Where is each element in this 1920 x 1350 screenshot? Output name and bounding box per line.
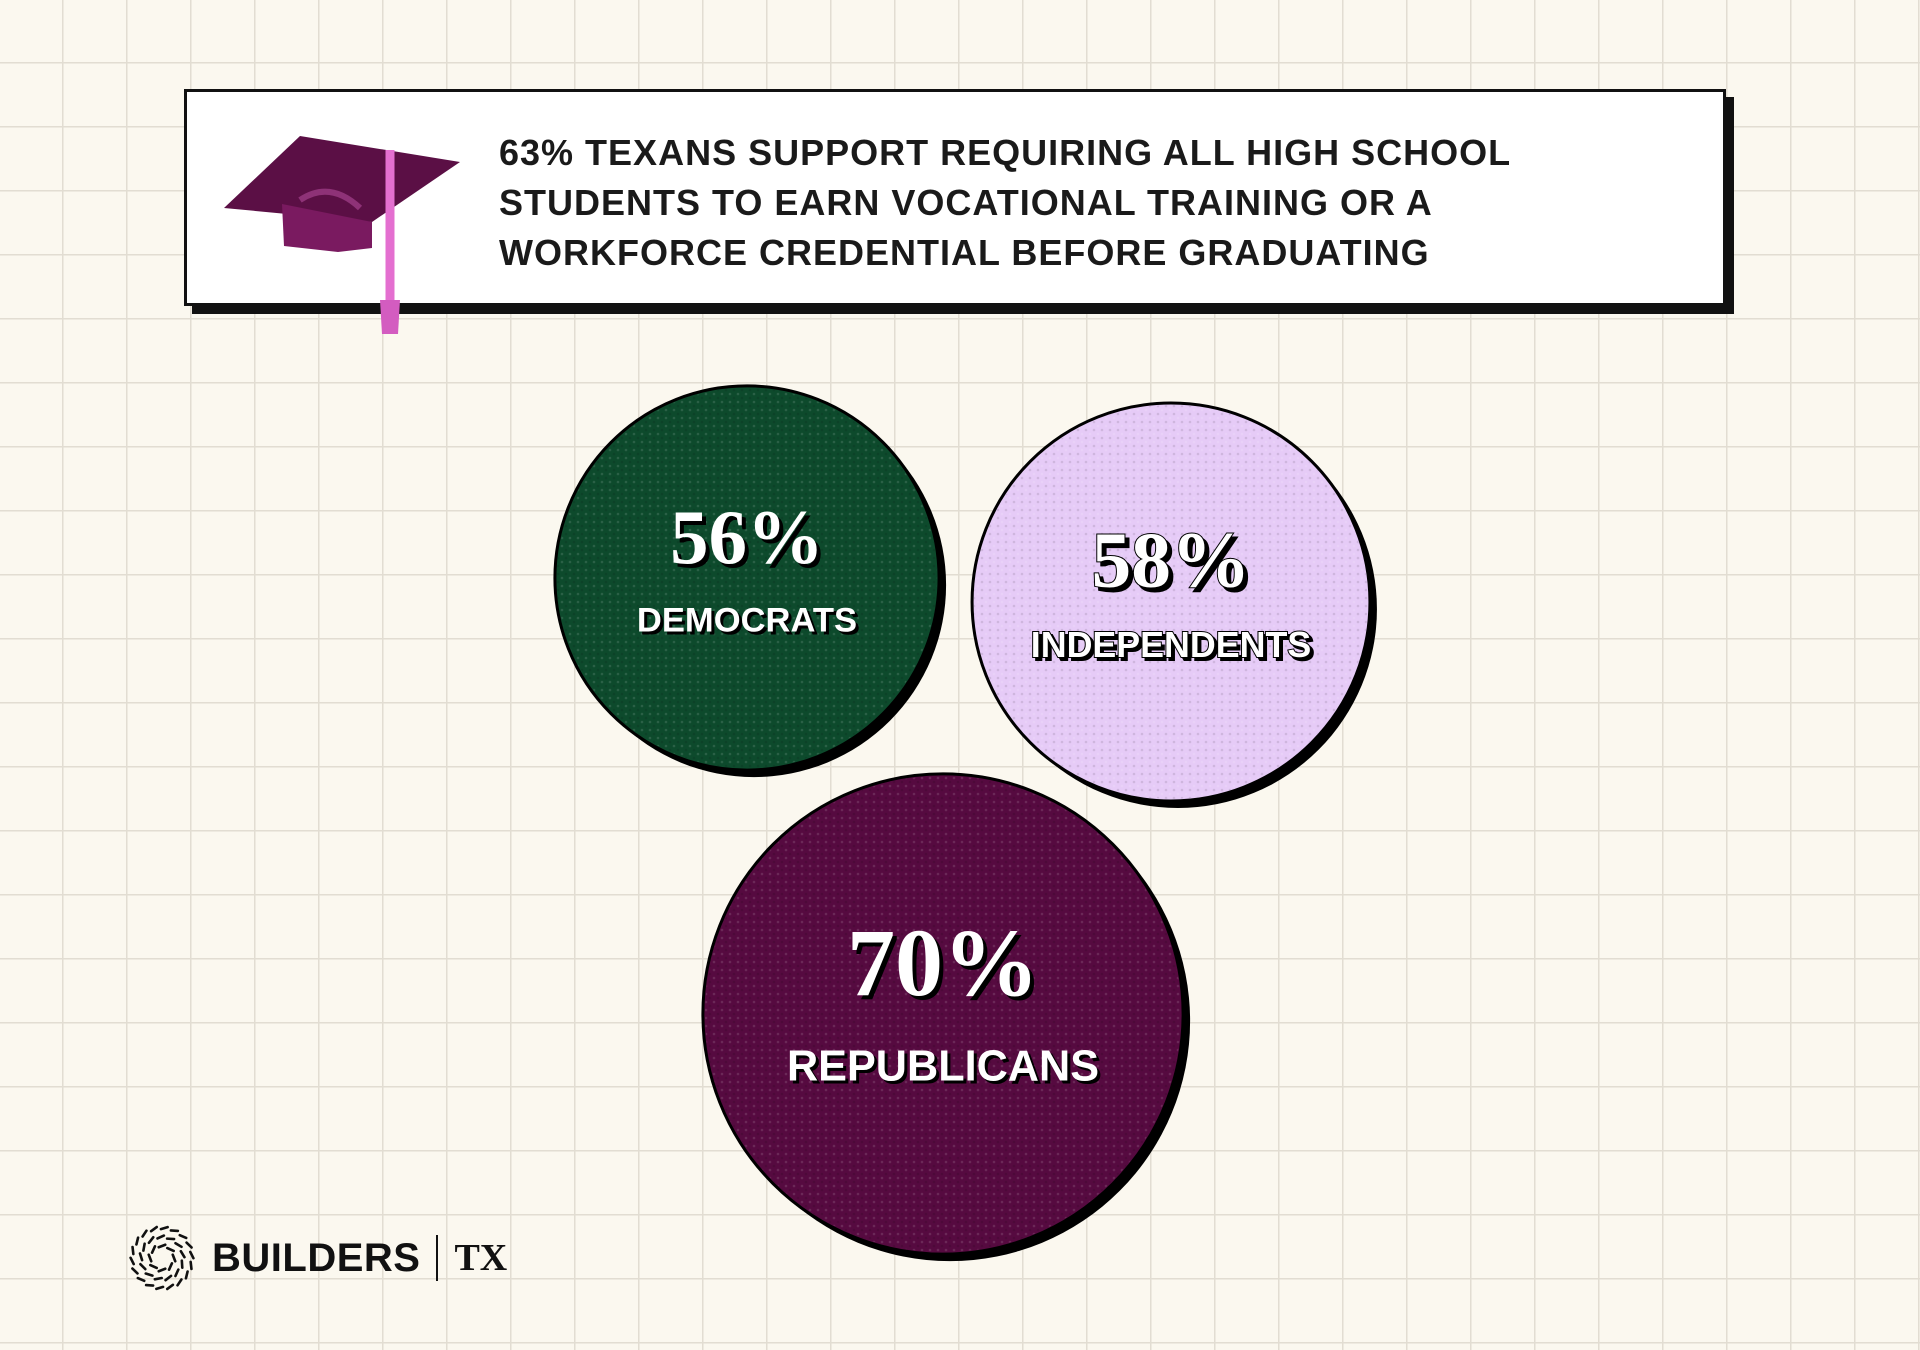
logo-dash [150, 1245, 157, 1255]
chart-title: 63% TEXANS SUPPORT REQUIRING ALL HIGH SC… [499, 132, 1511, 273]
logo-dash [153, 1276, 163, 1281]
logo-dash [149, 1263, 159, 1270]
logo-dash [147, 1235, 155, 1245]
logo-dash [129, 1256, 136, 1266]
logo-dash [164, 1274, 173, 1282]
category-label: DEMOCRATS [637, 601, 857, 639]
logo-dash [157, 1243, 167, 1249]
logo-dash [165, 1283, 175, 1291]
bubble-texture [704, 775, 1182, 1253]
logo-dash [176, 1278, 183, 1287]
bubble-texture [556, 387, 938, 769]
logo-dash [188, 1250, 195, 1260]
brand-separator [436, 1235, 439, 1281]
logo-dash [184, 1270, 189, 1280]
logo-dash [165, 1246, 175, 1253]
value-label: 70% [847, 909, 1039, 1016]
brand-name: BUILDERS [212, 1235, 421, 1280]
category-label: INDEPENDENTS [1031, 625, 1311, 665]
title-box: 63% TEXANS SUPPORT REQUIRING ALL HIGH SC… [184, 89, 1726, 306]
brand: BUILDERS TX [128, 1225, 508, 1291]
logo-dash [189, 1260, 193, 1271]
category-label: REPUBLICANS [787, 1043, 1099, 1091]
logo-dash [167, 1261, 174, 1271]
logo-dash [155, 1285, 165, 1291]
logo-dash [179, 1249, 186, 1259]
logo-dash [174, 1241, 183, 1249]
logo-dash [147, 1253, 153, 1263]
logo-dash [157, 1267, 167, 1273]
graduation-cap [224, 136, 460, 334]
logo-dash [141, 1229, 148, 1238]
logo-dash [174, 1268, 180, 1278]
bubble-texture [974, 405, 1368, 799]
logo-dash [136, 1276, 146, 1283]
logo-dash [156, 1234, 166, 1240]
logo-dash [159, 1225, 169, 1231]
brand-region: TX [454, 1237, 508, 1279]
logo-dash [131, 1245, 135, 1256]
logo-dash [178, 1233, 188, 1240]
logo-dash [171, 1253, 177, 1263]
logo-dash [139, 1262, 147, 1271]
logo-dash [138, 1252, 144, 1262]
logo-dash [149, 1225, 159, 1233]
value-label: 56% [670, 495, 824, 580]
logo-dash [135, 1236, 140, 1246]
logo-dash [131, 1267, 139, 1275]
logo-dash [144, 1272, 154, 1277]
logo-dash [142, 1242, 146, 1252]
value-label: 58% [1091, 516, 1250, 604]
brand-logo [129, 1225, 195, 1291]
logo-dash [185, 1241, 193, 1249]
